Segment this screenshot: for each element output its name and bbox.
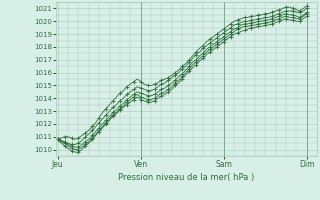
- X-axis label: Pression niveau de la mer( hPa ): Pression niveau de la mer( hPa ): [118, 173, 254, 182]
